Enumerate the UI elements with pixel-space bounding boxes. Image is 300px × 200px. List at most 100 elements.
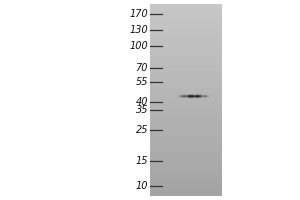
Bar	[205, 97, 206, 98]
Bar	[191, 95, 192, 96]
Bar	[202, 94, 203, 95]
Bar	[150, 119, 222, 122]
Text: 170: 170	[129, 9, 148, 19]
Bar	[150, 23, 222, 26]
Bar	[192, 95, 193, 96]
Bar	[185, 97, 186, 98]
Bar	[203, 97, 204, 98]
Bar	[204, 95, 205, 96]
Bar	[197, 98, 198, 99]
Bar	[198, 94, 199, 95]
Bar	[208, 95, 209, 96]
Bar	[186, 96, 187, 97]
Bar	[193, 98, 194, 99]
Bar	[208, 97, 209, 98]
Bar	[189, 95, 190, 96]
Bar	[178, 97, 179, 98]
Bar	[198, 96, 199, 97]
Bar	[197, 97, 198, 98]
Bar	[192, 97, 193, 98]
Bar	[150, 110, 222, 112]
Bar	[191, 96, 192, 97]
Bar	[200, 94, 201, 95]
Bar	[197, 96, 198, 97]
Text: 15: 15	[136, 156, 148, 166]
Bar	[191, 97, 192, 98]
Bar	[184, 95, 185, 96]
Text: 35: 35	[136, 105, 148, 115]
Bar	[205, 94, 206, 95]
Bar	[182, 95, 183, 96]
Bar	[177, 97, 178, 98]
Bar	[201, 96, 202, 97]
Bar	[198, 98, 199, 99]
Bar	[207, 95, 208, 96]
Bar	[187, 97, 188, 98]
Bar	[180, 97, 181, 98]
Bar	[189, 98, 190, 99]
Bar	[182, 96, 183, 97]
Bar	[184, 94, 185, 95]
Bar	[150, 71, 222, 74]
Bar	[150, 85, 222, 87]
Bar	[202, 95, 203, 96]
Bar	[150, 81, 222, 83]
Bar	[150, 33, 222, 35]
Bar	[205, 96, 206, 97]
Bar	[202, 95, 203, 96]
Bar	[184, 95, 185, 96]
Bar	[150, 148, 222, 150]
Bar	[150, 35, 222, 37]
Bar	[195, 97, 196, 98]
Bar	[202, 97, 203, 98]
Bar	[189, 94, 190, 95]
Bar	[189, 94, 190, 95]
Bar	[207, 96, 208, 97]
Bar	[182, 97, 183, 98]
Bar	[178, 96, 179, 97]
Bar	[150, 177, 222, 179]
Bar	[187, 96, 188, 97]
Bar	[185, 94, 186, 95]
Bar	[150, 79, 222, 81]
Bar	[150, 104, 222, 106]
Bar	[150, 156, 222, 158]
Bar	[201, 95, 202, 96]
Bar	[205, 95, 206, 96]
Bar	[150, 171, 222, 173]
Bar	[150, 142, 222, 145]
Bar	[182, 95, 183, 96]
Bar	[207, 95, 208, 96]
Bar	[198, 98, 199, 99]
Bar	[202, 96, 203, 97]
Bar	[196, 94, 197, 95]
Bar	[150, 188, 222, 191]
Bar	[191, 96, 192, 97]
Bar	[199, 95, 200, 96]
Text: 40: 40	[136, 97, 148, 107]
Bar	[150, 31, 222, 33]
Text: 70: 70	[136, 63, 148, 73]
Bar	[150, 48, 222, 51]
Bar	[191, 97, 192, 98]
Bar	[184, 96, 185, 97]
Bar	[150, 67, 222, 70]
Bar	[178, 97, 179, 98]
Bar	[190, 94, 191, 95]
Bar	[150, 163, 222, 166]
Bar	[189, 96, 190, 97]
Bar	[180, 95, 181, 96]
Bar	[150, 181, 222, 183]
Bar	[183, 97, 184, 98]
Bar	[188, 97, 189, 98]
Bar	[207, 97, 208, 98]
Bar	[187, 95, 188, 96]
Bar	[150, 58, 222, 60]
Bar	[183, 96, 184, 97]
Text: 25: 25	[136, 125, 148, 135]
Bar	[200, 97, 201, 98]
Bar	[150, 160, 222, 162]
Bar	[195, 95, 196, 96]
Bar	[177, 95, 178, 96]
Bar	[190, 98, 191, 99]
